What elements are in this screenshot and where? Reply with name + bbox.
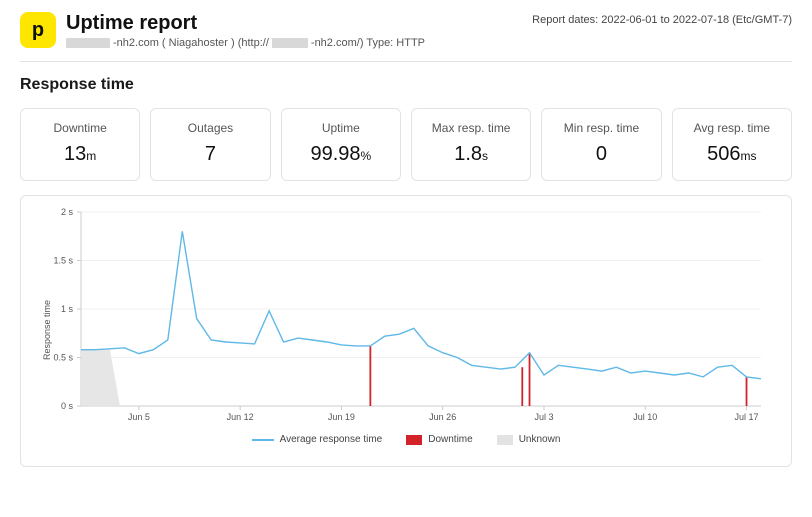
y-tick-label: 0 s <box>61 401 74 411</box>
page-title: Uptime report <box>66 12 425 35</box>
x-tick-label: Jun 5 <box>128 412 150 422</box>
metric-label: Downtime <box>29 121 131 135</box>
chart-legend: Average response time Downtime Unknown <box>27 434 785 445</box>
metric-card: Downtime 13m <box>20 108 140 181</box>
metric-unit: s <box>482 149 488 163</box>
metric-value: 0 <box>550 143 652 166</box>
legend-item: Average response time <box>252 434 383 445</box>
redacted-host-prefix <box>66 38 110 48</box>
legend-swatch-icon <box>497 435 513 445</box>
metric-value: 1.8s <box>420 143 522 166</box>
x-tick-label: Jun 12 <box>227 412 254 422</box>
y-tick-label: 2 s <box>61 207 74 217</box>
metric-label: Outages <box>159 121 261 135</box>
x-tick-label: Jun 19 <box>328 412 355 422</box>
avg-response-line <box>81 231 761 378</box>
metric-value: 7 <box>159 143 261 166</box>
legend-label: Downtime <box>428 434 472 445</box>
y-tick-label: 0.5 s <box>53 353 73 363</box>
y-axis-title: Response time <box>42 300 52 360</box>
metric-card: Min resp. time 0 <box>541 108 661 181</box>
report-dates: Report dates: 2022-06-01 to 2022-07-18 (… <box>532 14 792 26</box>
legend-label: Average response time <box>280 434 383 445</box>
metric-label: Max resp. time <box>420 121 522 135</box>
header-left: p Uptime report -nh2.com ( Niagahoster )… <box>20 12 425 49</box>
metric-card: Max resp. time 1.8s <box>411 108 531 181</box>
legend-item: Unknown <box>497 434 561 445</box>
legend-label: Unknown <box>519 434 561 445</box>
unknown-region <box>81 350 120 406</box>
subtitle-part-1: -nh2.com ( Niagahoster ) (http:// <box>113 37 269 49</box>
metric-label: Uptime <box>290 121 392 135</box>
brand-logo-letter: p <box>32 19 44 42</box>
metric-value: 13m <box>29 143 131 166</box>
y-tick-label: 1 s <box>61 304 74 314</box>
metric-unit: m <box>86 149 96 163</box>
x-tick-label: Jul 10 <box>633 412 657 422</box>
section-title: Response time <box>20 76 792 94</box>
divider <box>20 61 792 62</box>
response-time-chart: 0 s 0.5 s 1 s 1.5 s 2 s Jun 5 Jun 12 Jun 19 Jun … <box>27 202 771 434</box>
x-tick-label: Jul 3 <box>534 412 553 422</box>
legend-line-icon <box>252 439 274 441</box>
redacted-host-url <box>272 38 308 48</box>
legend-item: Downtime <box>406 434 472 445</box>
metric-card: Uptime 99.98% <box>281 108 401 181</box>
metric-label: Avg resp. time <box>681 121 783 135</box>
metric-unit: % <box>361 149 372 163</box>
brand-logo: p <box>20 12 56 48</box>
metric-card: Outages 7 <box>150 108 270 181</box>
subtitle-part-2: -nh2.com/) Type: HTTP <box>311 37 425 49</box>
metric-value: 506ms <box>681 143 783 166</box>
metric-label: Min resp. time <box>550 121 652 135</box>
x-tick-label: Jun 26 <box>429 412 456 422</box>
metric-value: 99.98% <box>290 143 392 166</box>
chart-container: Response time 0 s 0.5 s 1 s 1.5 s 2 s Jun 5 Ju… <box>20 195 792 467</box>
x-tick-label: Jul 17 <box>735 412 759 422</box>
legend-swatch-icon <box>406 435 422 445</box>
y-tick-label: 1.5 s <box>53 256 73 266</box>
metric-unit: ms <box>740 149 756 163</box>
header: p Uptime report -nh2.com ( Niagahoster )… <box>20 12 792 49</box>
metric-card: Avg resp. time 506ms <box>672 108 792 181</box>
title-block: Uptime report -nh2.com ( Niagahoster ) (… <box>66 12 425 49</box>
subtitle: -nh2.com ( Niagahoster ) (http:// -nh2.c… <box>66 37 425 49</box>
metrics-row: Downtime 13m Outages 7 Uptime 99.98% Max resp.… <box>20 108 792 181</box>
